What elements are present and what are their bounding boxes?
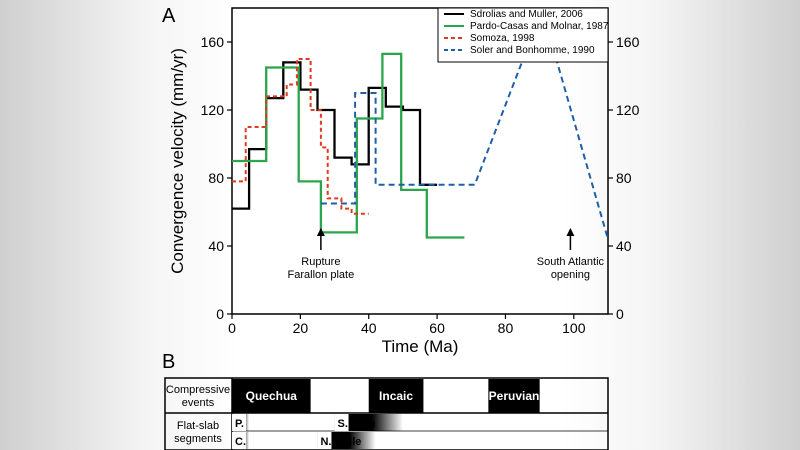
y-tick-label-left: 160 xyxy=(201,34,225,50)
legend-entry: Pardo-Casas and Molnar, 1987 xyxy=(470,21,609,32)
row-label: segments xyxy=(174,433,222,445)
event-label: Incaic xyxy=(379,389,413,403)
annotation-arrow-head xyxy=(316,228,325,236)
slab-label-bg xyxy=(317,432,332,449)
panel-b-label: B xyxy=(162,351,175,373)
legend-entry: Soler and Bonhomme, 1990 xyxy=(470,45,595,56)
series-line-4 xyxy=(320,59,609,240)
slab-label-bg xyxy=(232,432,246,449)
row-label: Compressive xyxy=(166,384,230,396)
event-label: Quechua xyxy=(246,389,298,403)
y-tick-label-left: 0 xyxy=(216,306,224,322)
slab-label: S. Peru xyxy=(338,418,376,430)
event-label: Peruvian xyxy=(489,389,540,403)
slab-label-bg xyxy=(334,414,349,431)
event-block xyxy=(368,379,424,413)
annotation-text: opening xyxy=(551,269,590,281)
y-tick-label-left: 80 xyxy=(208,170,224,186)
x-tick-label: 60 xyxy=(429,320,445,336)
y-tick-label-left: 120 xyxy=(201,102,225,118)
series-line-1 xyxy=(232,61,438,210)
timeline-frame xyxy=(164,377,609,450)
flat-slab-segments: P. S. Peru C. N. Chile xyxy=(232,414,608,449)
x-tick-label: 80 xyxy=(498,320,514,336)
velocity-chart: 0 40 80 120 160 0 40 80 120 160 0 20 40 60 80 100 Rup… xyxy=(168,7,640,356)
y-tick-label-right: 40 xyxy=(616,238,632,254)
event-block xyxy=(488,379,540,413)
x-tick-label: 100 xyxy=(562,320,586,336)
x-tick-label: 20 xyxy=(293,320,309,336)
series-layer xyxy=(232,52,609,240)
slab-label: P. xyxy=(235,418,244,430)
series-line-2 xyxy=(232,52,465,239)
y-tick-label-right: 0 xyxy=(616,306,624,322)
slab-block xyxy=(317,432,376,449)
panel-a-label: A xyxy=(162,5,176,27)
x-axis: 0 20 40 60 80 100 xyxy=(228,314,586,336)
row-label: Flat-slab xyxy=(177,420,219,432)
slab-block xyxy=(334,414,403,431)
slab-label-bg xyxy=(232,414,246,431)
y-tick-label-right: 120 xyxy=(616,102,640,118)
legend-box xyxy=(437,7,609,63)
x-tick-label: 40 xyxy=(361,320,377,336)
y-axis-title: Convergence velocity (mm/yr) xyxy=(168,48,187,274)
slab-label: C. xyxy=(235,436,246,448)
series-line-3 xyxy=(232,58,369,215)
row-label: events xyxy=(182,397,215,409)
y-tick-label-left: 40 xyxy=(208,238,224,254)
x-axis-title: Time (Ma) xyxy=(382,337,459,356)
annotation-text: Rupture xyxy=(301,256,340,268)
legend-entry: Sdrolias and Muller, 2006 xyxy=(470,9,583,20)
y-axis-right: 0 40 80 120 160 xyxy=(608,34,640,322)
y-tick-label-right: 80 xyxy=(616,170,632,186)
x-tick-label: 0 xyxy=(228,320,236,336)
y-axis-left: 0 40 80 120 160 xyxy=(201,34,232,322)
legend-entry: Somoza, 1998 xyxy=(470,33,535,44)
annotation-text: Farallon plate xyxy=(288,269,355,281)
compressive-events: Quechua Incaic Peruvian xyxy=(232,379,540,413)
y-tick-label-right: 160 xyxy=(616,34,640,50)
annotation-arrow-head xyxy=(566,228,575,236)
slab-label: N. Chile xyxy=(320,436,361,448)
annotation-text: South Atlantic xyxy=(537,256,605,268)
event-block xyxy=(232,379,311,413)
